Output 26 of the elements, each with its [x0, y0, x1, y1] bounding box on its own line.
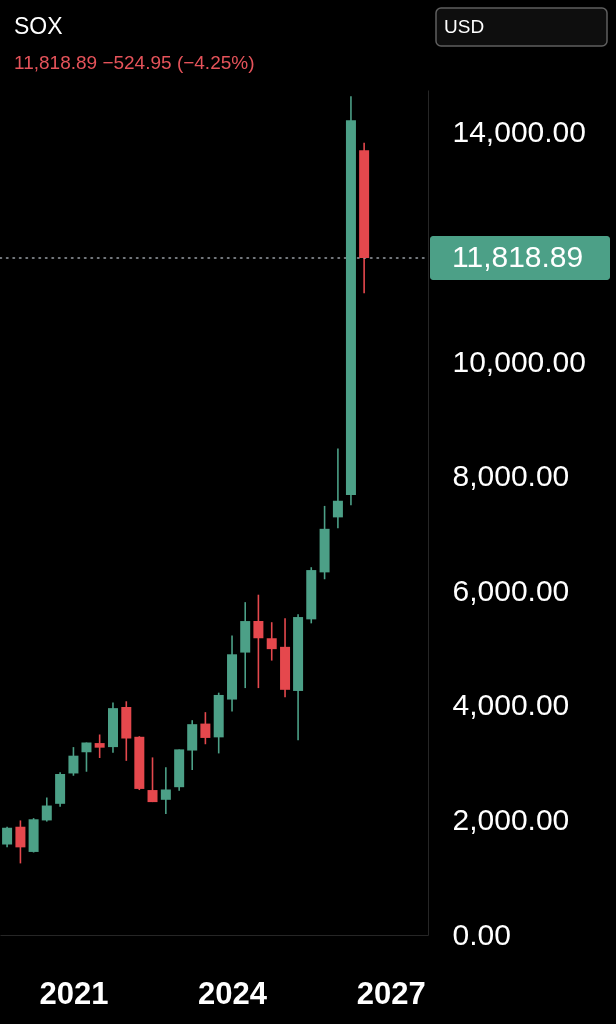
chart-subtitle: 11,818.89 −524.95 (−4.25%) [14, 52, 255, 73]
candlestick [253, 593, 264, 689]
y-tick-label: 10,000.00 [452, 344, 586, 378]
candlestick [160, 766, 171, 815]
candlestick [68, 746, 79, 777]
candlestick [200, 711, 211, 746]
y-tick-label: 0.00 [452, 917, 511, 951]
candlestick [266, 621, 277, 662]
y-tick-label: 4,000.00 [452, 688, 570, 722]
text: USD [444, 16, 485, 37]
y-tick-label: 6,000.00 [452, 573, 570, 607]
candlestick [332, 447, 343, 530]
candlestick [147, 756, 158, 803]
candlestick [2, 825, 13, 849]
candlestick [81, 741, 92, 773]
candlestick [15, 819, 26, 865]
x-tick-label: 2027 [356, 975, 426, 1011]
y-tick-label: 14,000.00 [452, 115, 586, 149]
x-tick-label: 2021 [39, 975, 109, 1011]
y-tick-label: 2,000.00 [452, 802, 570, 836]
candlestick [41, 796, 52, 823]
ref-line-label: 11,818.89 [452, 239, 584, 273]
chart-title: SOX [14, 13, 63, 39]
y-tick-label: 8,000.00 [452, 459, 570, 493]
candlestick [94, 733, 105, 759]
x-tick-label: 2024 [198, 975, 268, 1011]
